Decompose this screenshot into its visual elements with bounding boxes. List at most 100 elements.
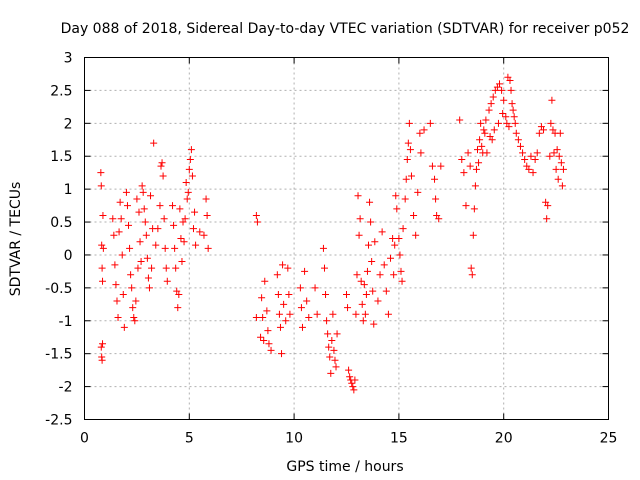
data-point xyxy=(189,225,197,233)
data-point xyxy=(466,162,474,170)
data-point xyxy=(150,139,158,147)
data-point xyxy=(472,165,480,173)
data-point xyxy=(467,264,475,272)
data-point xyxy=(126,244,134,252)
data-point xyxy=(275,310,283,318)
data-point xyxy=(521,156,529,164)
data-point xyxy=(349,383,357,391)
data-point xyxy=(322,290,330,298)
data-point xyxy=(252,211,260,219)
data-point xyxy=(548,96,556,104)
data-point xyxy=(496,80,504,88)
data-point xyxy=(410,211,418,219)
data-point xyxy=(478,142,486,150)
data-point xyxy=(298,323,306,331)
data-point xyxy=(326,353,334,361)
data-point xyxy=(345,366,353,374)
data-point xyxy=(98,264,106,272)
data-point xyxy=(285,290,293,298)
data-point xyxy=(284,264,292,272)
data-point xyxy=(132,297,140,305)
data-point xyxy=(363,267,371,275)
data-point xyxy=(183,195,191,203)
data-point xyxy=(147,192,155,200)
data-point xyxy=(143,254,151,262)
data-point xyxy=(253,218,261,226)
y-tick-label: 0.5 xyxy=(50,215,72,231)
data-point xyxy=(544,202,552,210)
data-point xyxy=(354,192,362,200)
data-point xyxy=(353,271,361,279)
data-point xyxy=(557,159,565,167)
data-point xyxy=(274,290,282,298)
data-point xyxy=(120,323,128,331)
data-point xyxy=(313,310,321,318)
data-point xyxy=(398,277,406,285)
data-point xyxy=(546,152,554,160)
data-point xyxy=(519,149,527,157)
data-point xyxy=(330,346,338,354)
data-point xyxy=(460,169,468,177)
y-tick-label: 2.5 xyxy=(50,83,72,99)
data-point xyxy=(160,215,168,223)
x-tick-label: 25 xyxy=(600,431,618,447)
data-point xyxy=(331,356,339,364)
data-point xyxy=(374,297,382,305)
data-point xyxy=(401,195,409,203)
data-point xyxy=(344,304,352,312)
data-point xyxy=(184,188,192,196)
data-point xyxy=(133,195,141,203)
data-point xyxy=(403,156,411,164)
y-tick-labels: -2.5 -2 -1.5 -1 -0.5 0 0.5 1 1.5 2 2.5 3 xyxy=(45,51,72,429)
data-point xyxy=(332,363,340,371)
data-point xyxy=(365,241,373,249)
data-point xyxy=(202,195,210,203)
data-point xyxy=(368,258,376,266)
data-point xyxy=(113,297,121,305)
data-point xyxy=(470,205,478,213)
data-point xyxy=(417,149,425,157)
data-point xyxy=(252,313,260,321)
data-point xyxy=(159,172,167,180)
data-point xyxy=(158,159,166,167)
data-point xyxy=(137,258,145,266)
data-point xyxy=(278,350,286,358)
data-point xyxy=(329,310,337,318)
data-point xyxy=(399,225,407,233)
data-point xyxy=(416,129,424,137)
data-point xyxy=(506,77,514,85)
data-point xyxy=(276,323,284,331)
data-point xyxy=(547,119,555,127)
y-axis-label: SDTVAR / TECUs xyxy=(8,182,24,297)
data-point xyxy=(531,156,539,164)
data-point xyxy=(367,218,375,226)
data-point xyxy=(188,172,196,180)
data-point xyxy=(134,264,142,272)
data-point xyxy=(192,241,200,249)
data-point xyxy=(407,172,415,180)
data-point xyxy=(464,149,472,157)
data-point xyxy=(260,337,268,345)
data-point xyxy=(471,182,479,190)
axis-ticks xyxy=(84,57,609,420)
data-point xyxy=(556,129,564,137)
data-point xyxy=(456,116,464,124)
x-tick-labels: 0 5 10 15 20 25 xyxy=(80,431,617,447)
data-point xyxy=(462,202,470,210)
data-point xyxy=(99,277,107,285)
data-point xyxy=(529,169,537,177)
data-point xyxy=(161,244,169,252)
data-point xyxy=(187,146,195,154)
data-point xyxy=(500,96,508,104)
data-points xyxy=(97,73,567,394)
data-point xyxy=(122,188,130,196)
data-point xyxy=(468,271,476,279)
data-point xyxy=(525,165,533,173)
data-point xyxy=(319,244,327,252)
data-point xyxy=(535,129,543,137)
y-tick-label: 3 xyxy=(64,51,73,67)
data-point xyxy=(389,235,397,242)
data-point xyxy=(144,274,152,282)
data-point xyxy=(176,205,184,213)
